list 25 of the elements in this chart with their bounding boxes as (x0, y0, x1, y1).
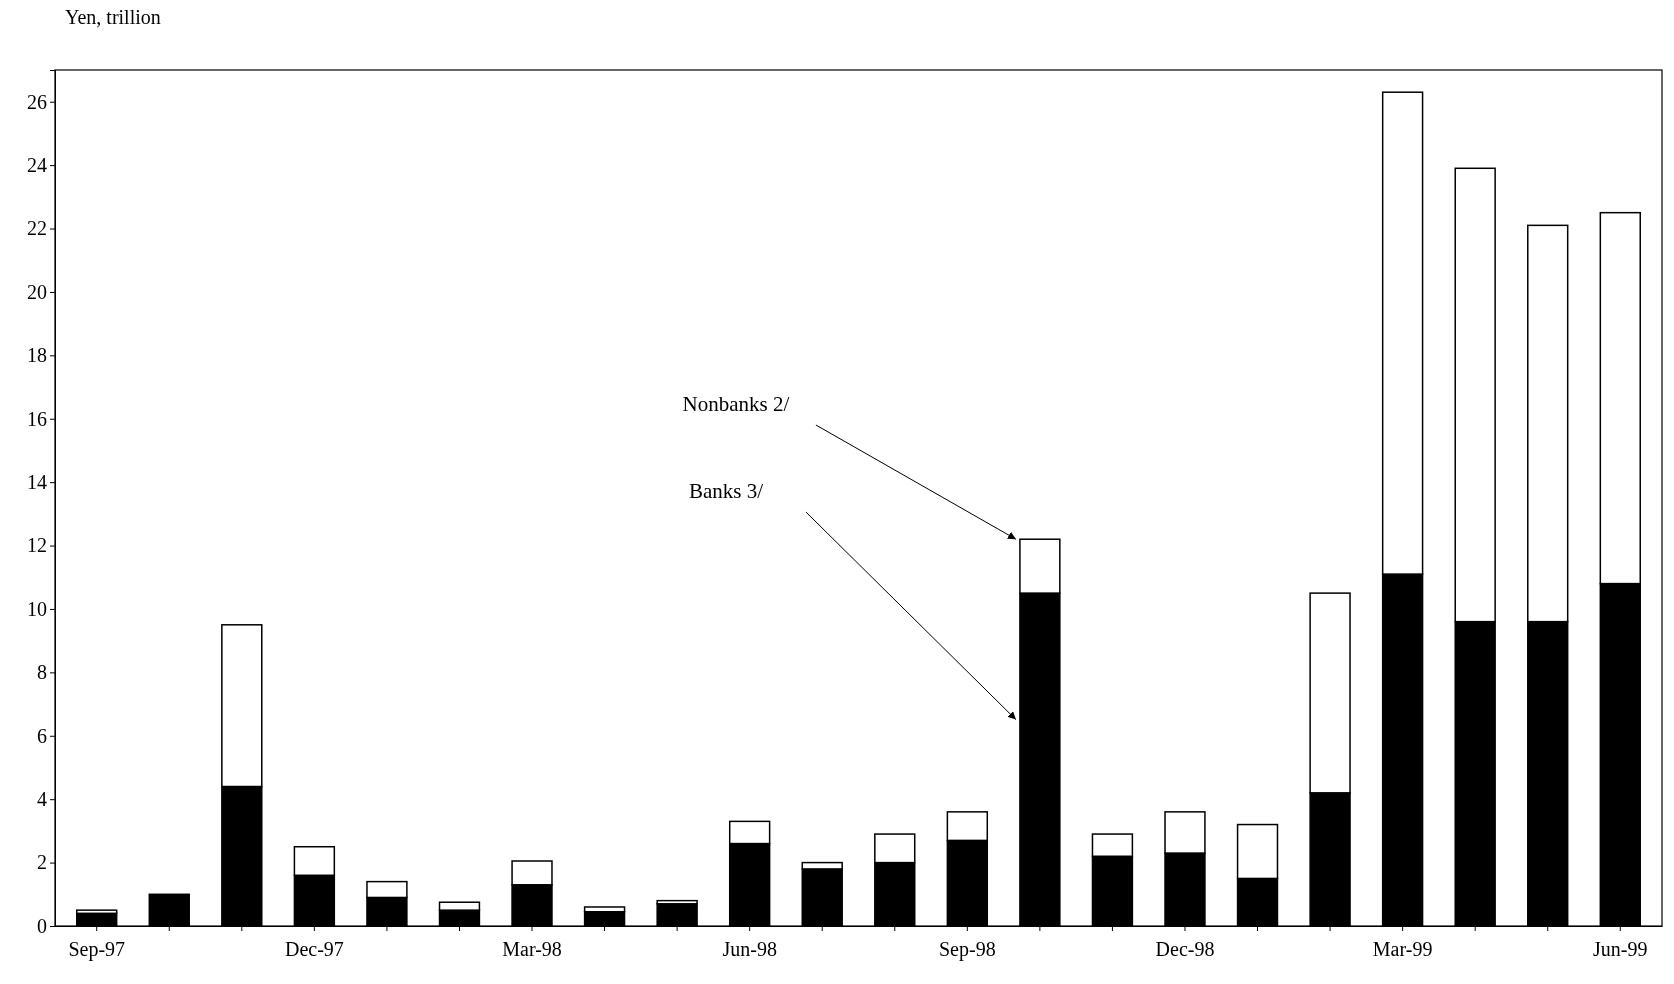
y-tick-label: 8 (37, 661, 47, 684)
x-tick-label: Mar-98 (502, 938, 562, 960)
y-tick-label: 20 (27, 280, 47, 303)
y-tick-label: 10 (27, 597, 47, 620)
y-axis-title: Yen, trillion (65, 6, 161, 28)
y-tick-label: 22 (27, 217, 47, 240)
y-tick-label: 16 (27, 407, 47, 430)
annotation: Nonbanks 2/ (682, 392, 790, 416)
y-tick-label: 6 (37, 724, 47, 747)
x-tick-label: Jun-99 (1593, 938, 1648, 960)
annotation: Banks 3/ (688, 479, 764, 503)
y-tick-label: 0 (37, 914, 47, 937)
y-tick-label: 14 (27, 471, 47, 494)
x-tick-label: Mar-99 (1372, 938, 1433, 960)
x-tick-label: Dec-97 (284, 938, 344, 960)
x-tick-label: Sep-97 (68, 938, 126, 961)
x-tick-label: Sep-98 (938, 938, 996, 961)
y-tick-label: 12 (27, 534, 47, 557)
y-tick-label: 18 (27, 344, 47, 367)
y-tick-label: 4 (37, 788, 47, 811)
y-tick-label: 2 (37, 851, 47, 874)
y-tick-label: 26 (27, 90, 47, 113)
y-tick-label: 24 (27, 154, 47, 177)
x-tick-label: Jun-98 (722, 938, 777, 960)
x-tick-label: Dec-98 (1155, 938, 1215, 960)
